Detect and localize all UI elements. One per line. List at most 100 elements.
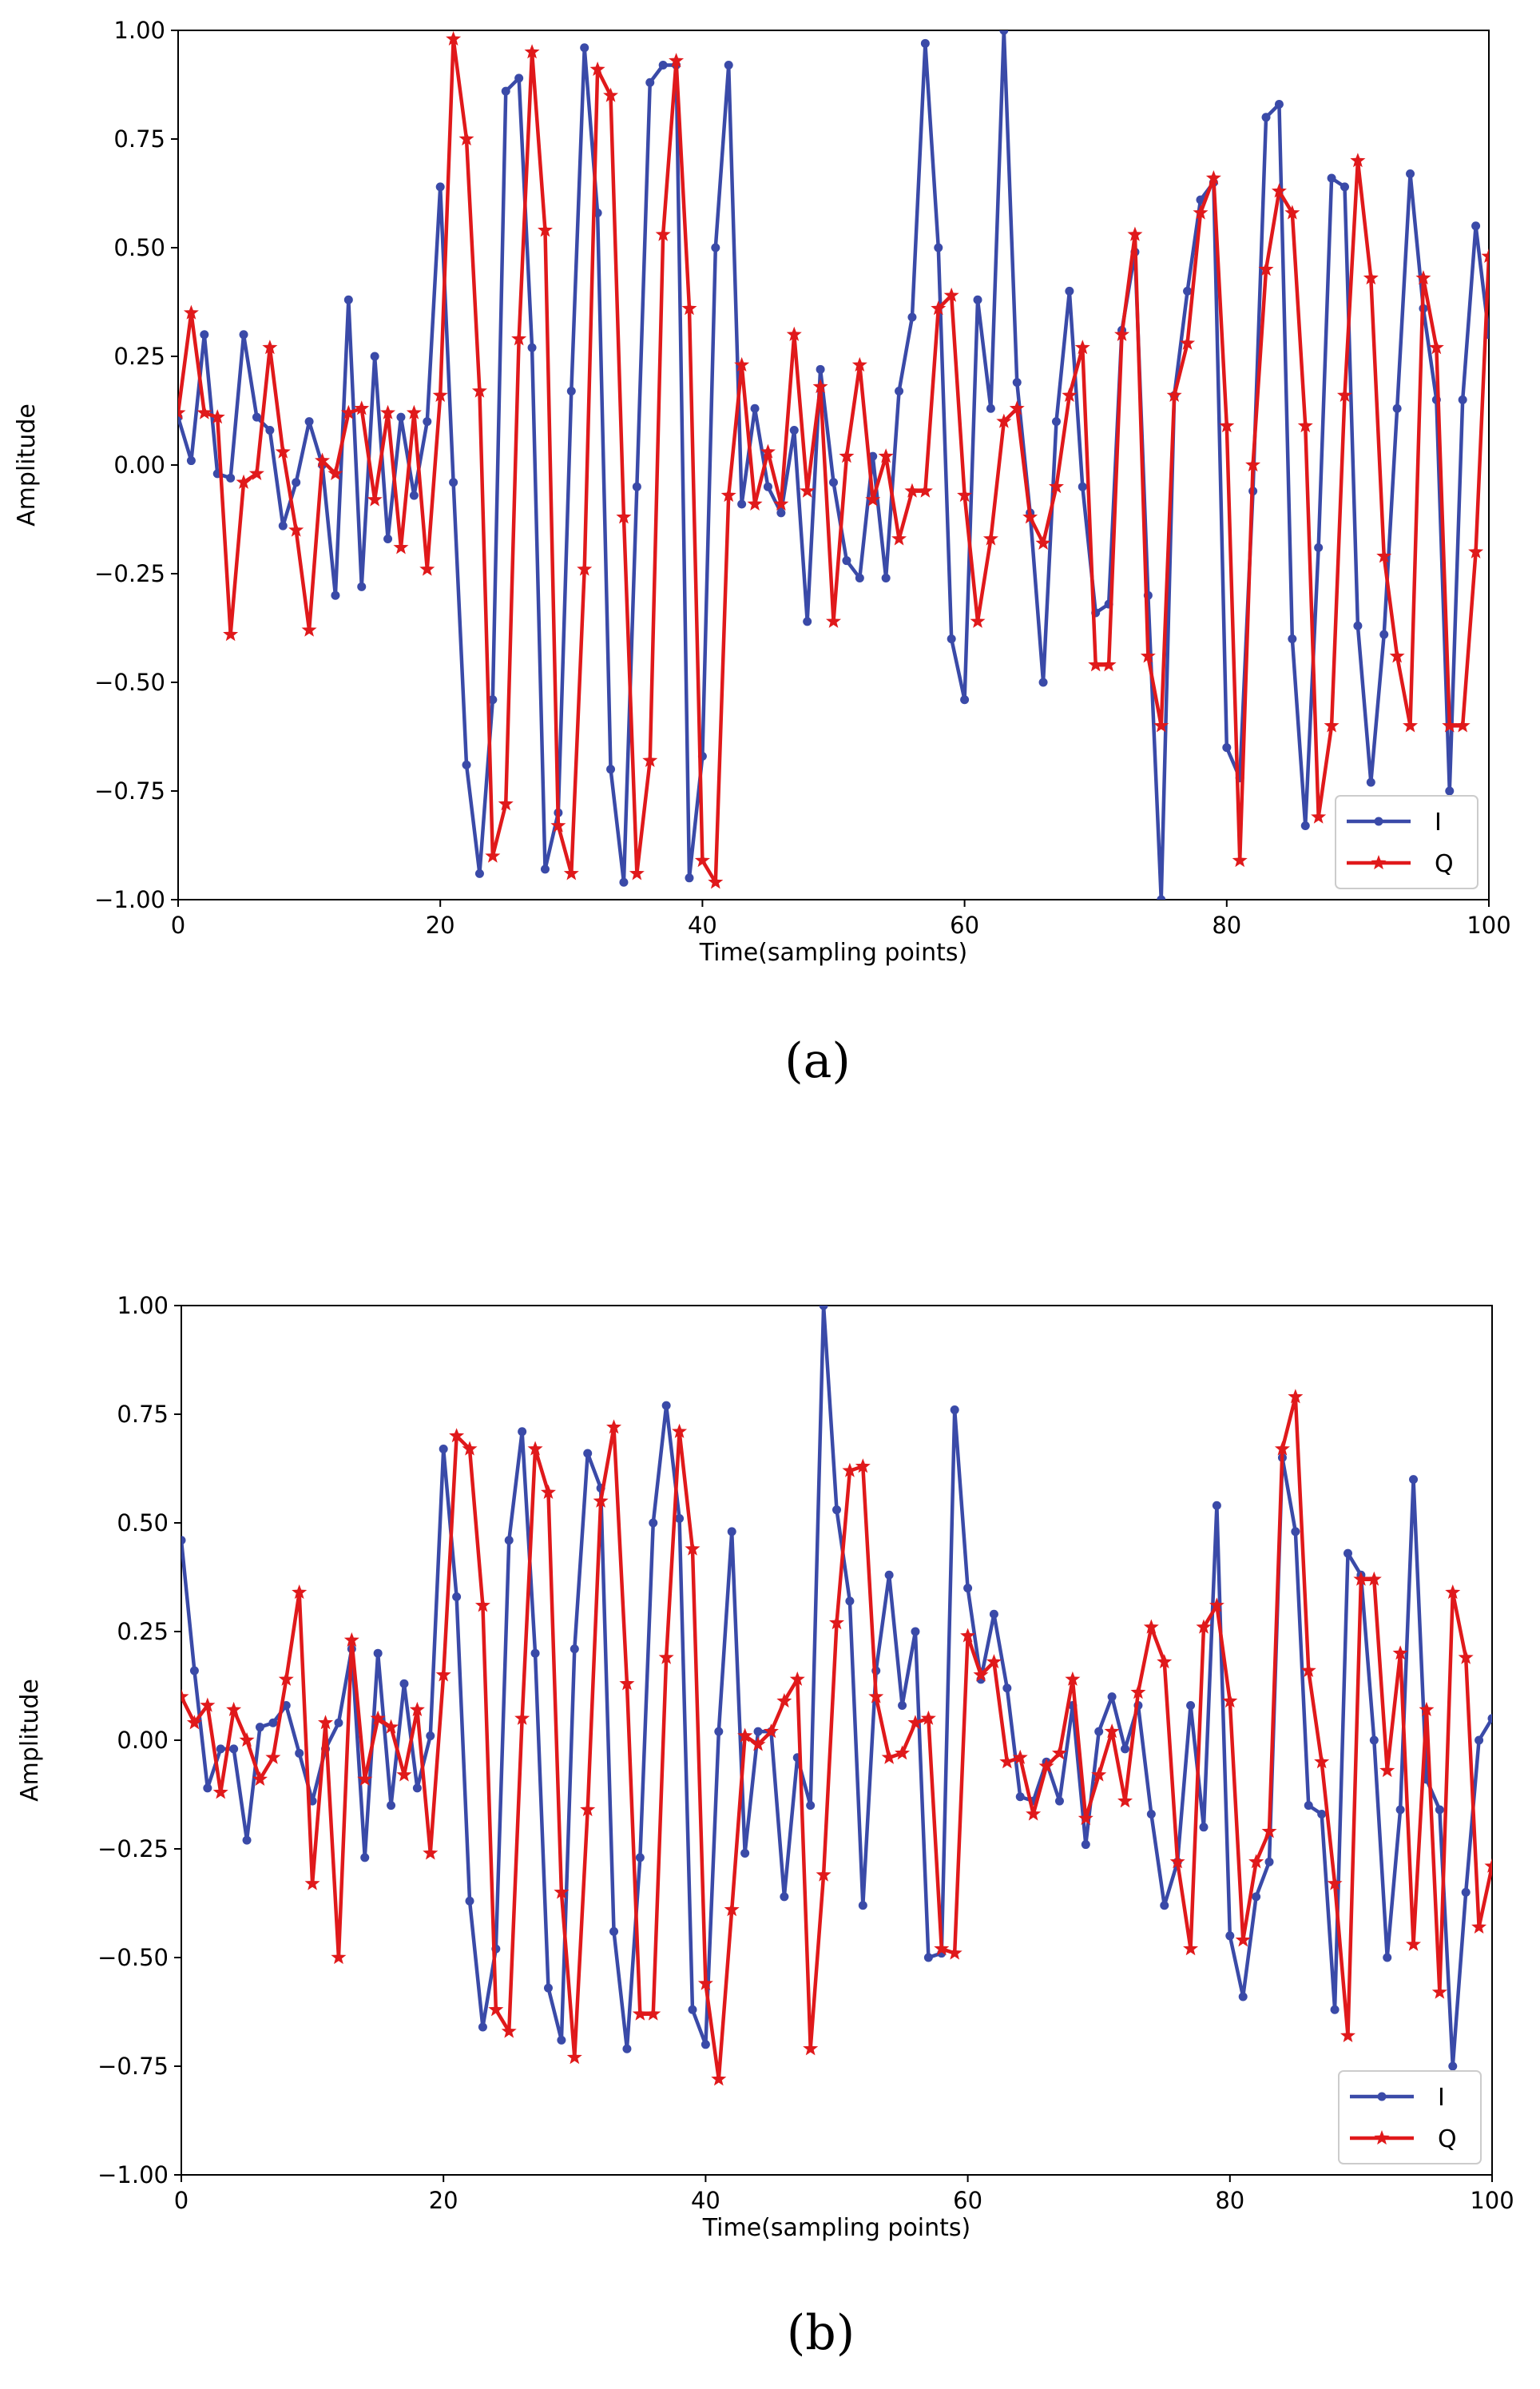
data-point-I [1081,1840,1090,1850]
data-point-Q [1392,1645,1408,1660]
data-point-Q [1222,1693,1238,1708]
data-point-I [688,2005,697,2014]
data-point-Q [763,1723,779,1739]
data-point-I [635,1853,645,1862]
legend-marker-I [1374,817,1383,826]
plot-area [181,1306,1492,2086]
data-point-Q [304,1875,320,1890]
data-point-Q [1484,1858,1492,1873]
data-point-I [619,877,629,887]
data-point-I [1012,378,1022,388]
data-point-I [278,521,288,531]
data-point-Q [734,356,750,372]
data-point-I [632,482,641,491]
data-point-Q [1062,387,1078,403]
data-point-I [540,865,550,874]
data-point-I [1107,1692,1117,1702]
x-tick-label: 80 [1212,912,1241,939]
y-tick-label: 1.00 [117,1292,169,1319]
data-point-Q [209,409,225,424]
data-point-I [1222,743,1232,753]
data-point-Q [423,1845,439,1860]
y-axis-label: Amplitude [13,403,41,527]
data-point-Q [1442,717,1458,733]
data-point-Q [1101,657,1117,672]
data-point-Q [501,2023,517,2038]
legend-label-Q: Q [1438,2125,1457,2153]
y-tick-label: −0.50 [97,1944,169,1971]
y-tick-label: −0.25 [97,1835,169,1862]
data-point-Q [514,1710,530,1725]
data-point-I [1054,1796,1064,1806]
data-point-Q [828,1615,845,1630]
legend: IQ [1335,795,1478,889]
data-point-Q [1048,479,1064,494]
data-point-I [1435,1805,1444,1815]
data-point-I [474,869,484,878]
data-point-Q [485,848,501,863]
data-point-I [868,451,878,461]
data-point-I [255,1723,264,1732]
data-point-Q [554,1884,570,1899]
data-point-Q [343,1632,359,1647]
data-point-Q [200,1697,216,1712]
data-point-Q [1078,1810,1093,1826]
data-point-Q [1366,1571,1382,1586]
figure-caption: (b) [787,2305,855,2361]
data-point-I [884,1570,894,1580]
data-point-I [1264,1857,1274,1866]
data-point-I [543,1983,553,1993]
data-point-I [1094,1727,1104,1736]
data-point-I [606,765,616,774]
data-point-I [803,617,812,626]
data-point-I [881,573,891,582]
data-point-Q [458,131,474,146]
data-point-I [1121,1744,1130,1754]
data-point-Q [1193,205,1209,220]
data-point-Q [907,1715,923,1730]
data-point-Q [697,1975,713,1990]
data-point-Q [816,1866,832,1882]
data-point-I [527,343,537,352]
data-point-I [661,1401,671,1410]
data-point-I [1330,2005,1340,2014]
data-point-I [923,1953,933,1962]
data-point-Q [1415,270,1431,285]
data-point-Q [685,1540,701,1556]
data-point-I [412,1783,422,1793]
data-point-Q [1248,1854,1264,1869]
data-point-Q [383,1719,399,1734]
data-point-Q [1074,340,1090,355]
y-tick-label: −0.50 [94,669,165,696]
data-point-Q [619,1675,635,1691]
data-point-I [858,1901,867,1910]
data-point-Q [881,1749,897,1764]
data-point-Q [432,387,448,403]
data-point-Q [537,222,553,237]
data-point-Q [262,340,278,355]
data-point-Q [1376,548,1392,563]
data-point-Q [803,2041,819,2056]
data-point-Q [737,1727,753,1743]
data-point-Q [589,61,605,77]
data-point-Q [1471,1918,1487,1934]
data-point-Q [419,561,435,576]
data-point-Q [474,1597,490,1612]
data-point-Q [357,1771,373,1787]
data-point-I [947,634,956,644]
data-point-Q [658,1649,674,1664]
data-point-I [439,1445,448,1454]
data-point-I [750,403,760,413]
data-point-Q [603,87,619,102]
data-point-I [685,873,694,883]
data-point-Q [1117,1793,1133,1808]
data-point-I [832,1505,841,1515]
data-point-I [189,1666,199,1675]
plot-frame [181,1305,1493,2176]
data-point-I [1406,169,1415,179]
data-point-Q [1012,1749,1028,1764]
data-point-I [462,760,471,769]
x-tick-label: 60 [953,2187,982,2214]
legend-label-I: I [1435,809,1442,837]
y-tick-label: 0.25 [117,1618,169,1645]
